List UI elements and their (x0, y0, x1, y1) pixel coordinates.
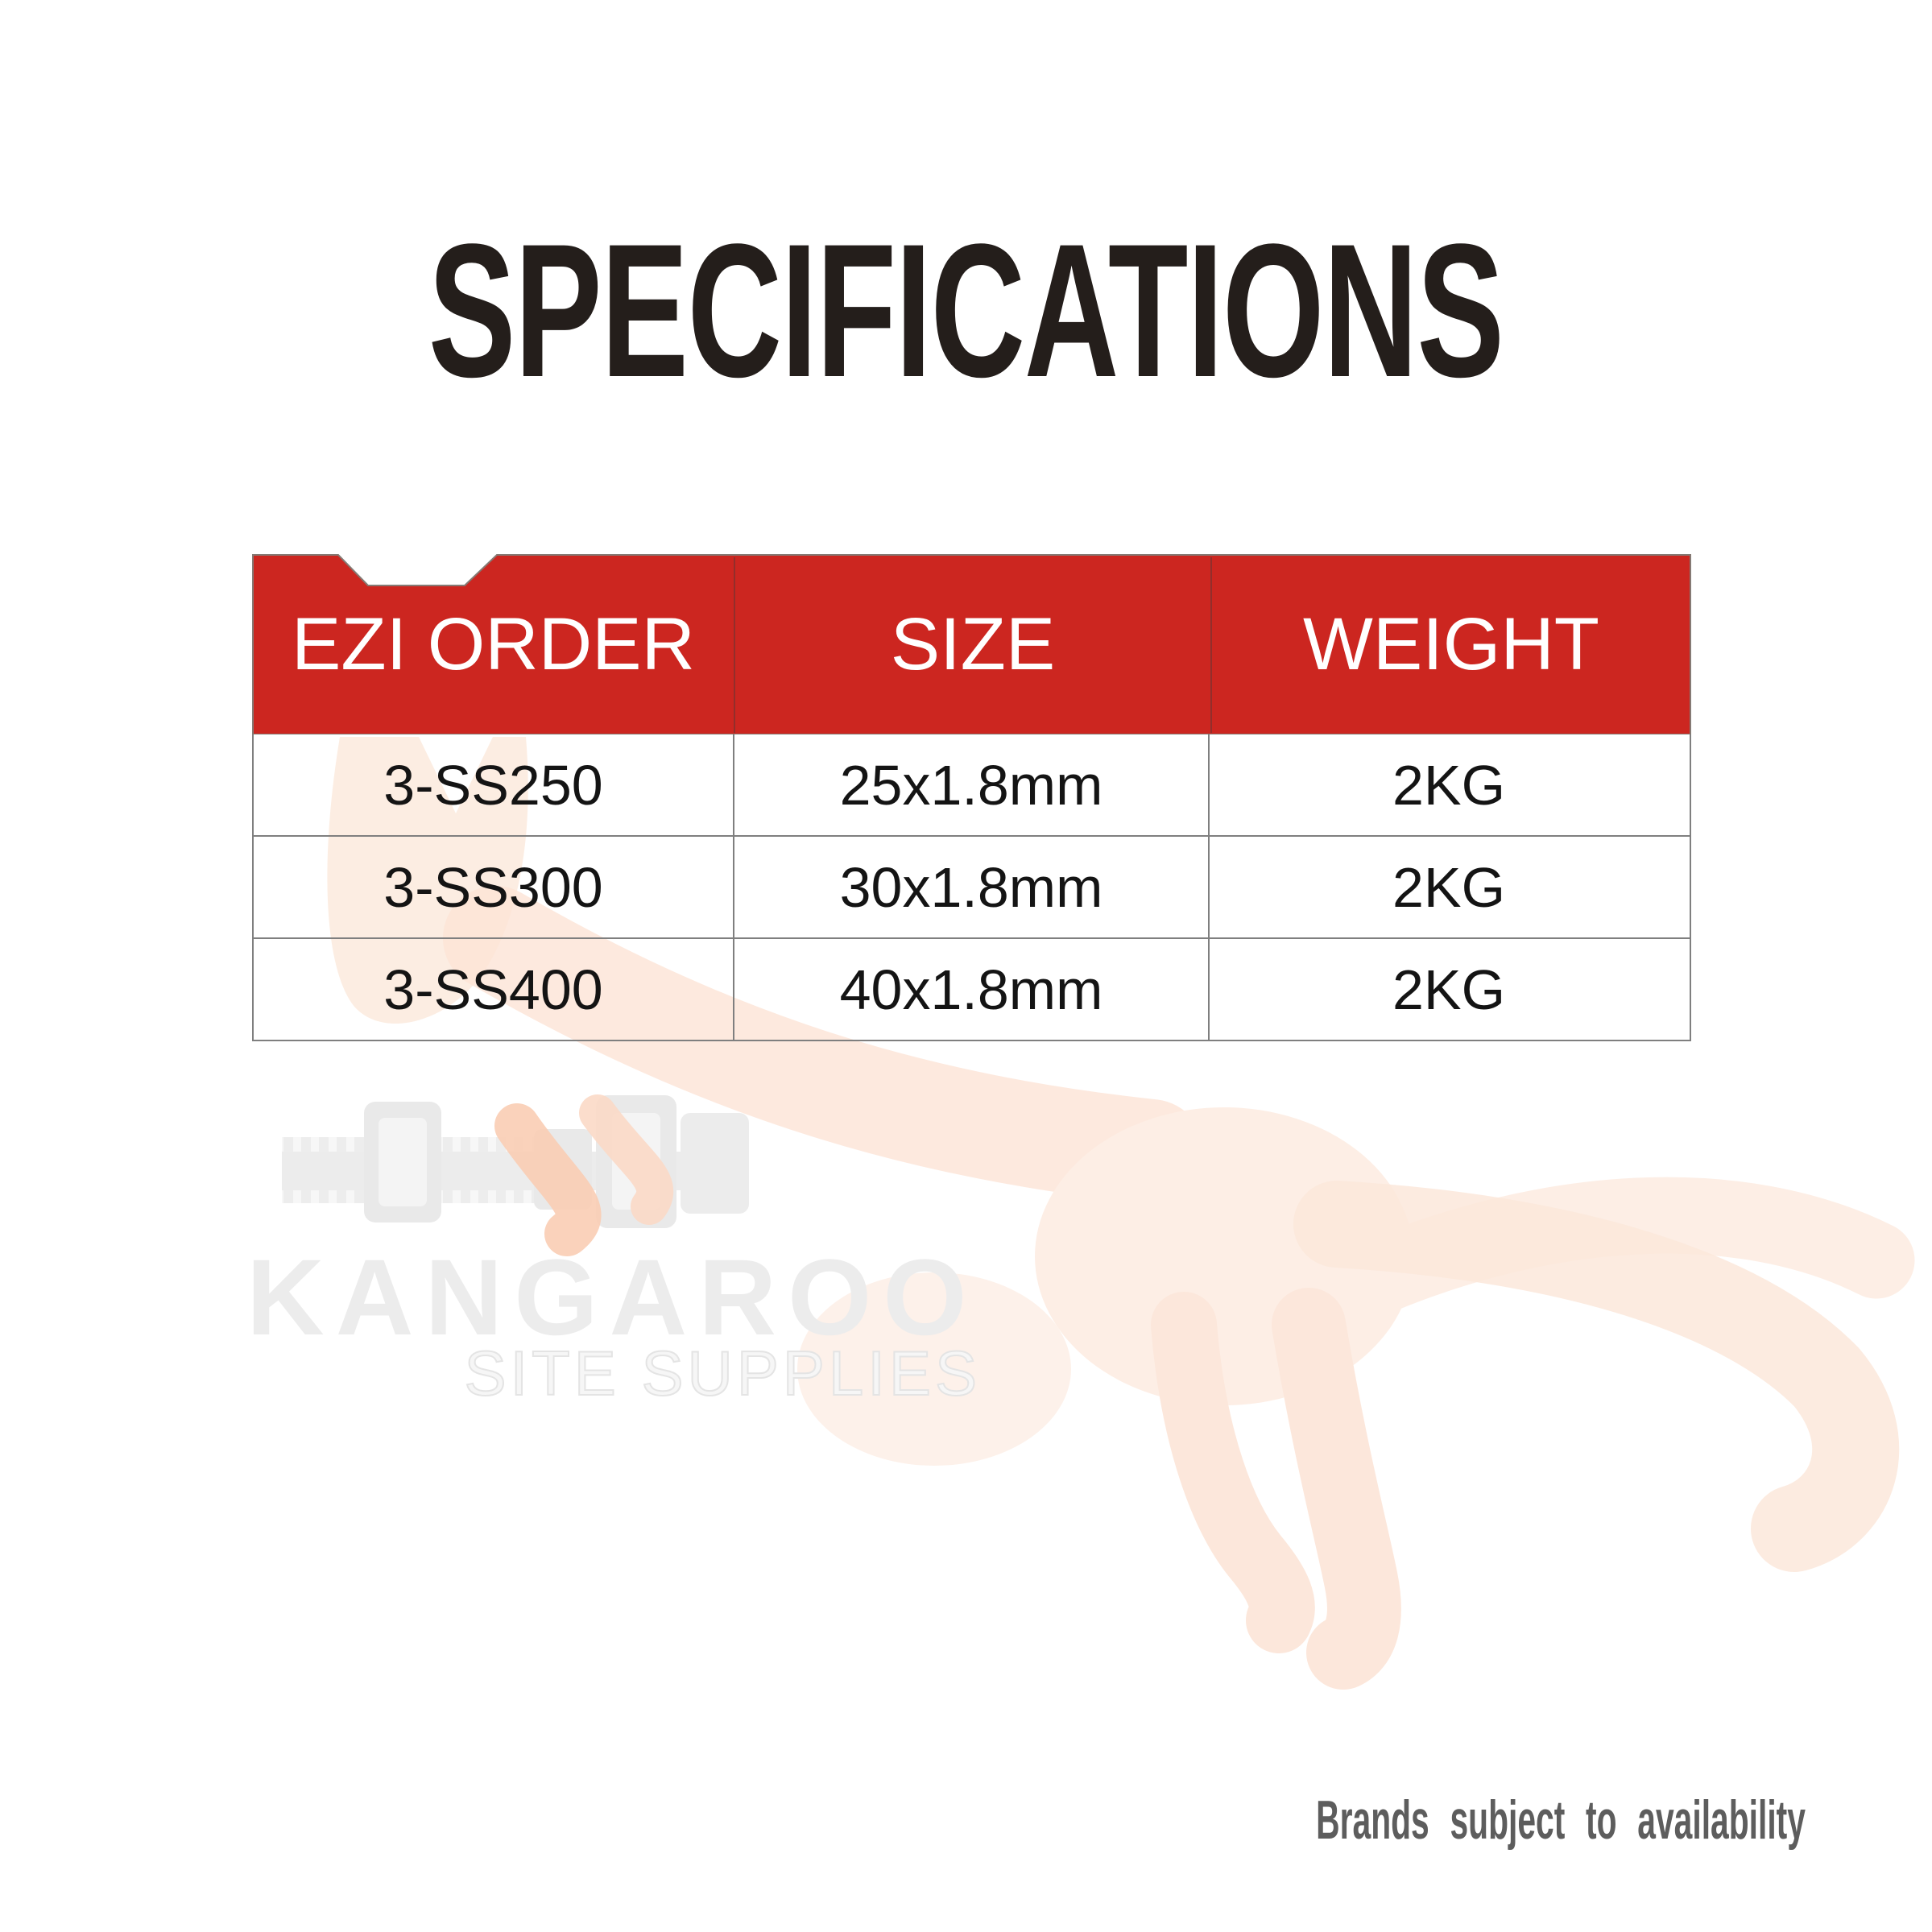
column-header-weight: WEIGHT (1303, 603, 1599, 685)
kangaroo-icon (327, 737, 1915, 1690)
watermark-brand-text: KANGAROO (246, 1238, 978, 1358)
cell-size: 40x1.8mm (734, 939, 1210, 1040)
column-header-size: SIZE (890, 603, 1056, 685)
watermark-tagline-text: SITE SUPPLIES (463, 1338, 981, 1409)
table-body: 3-SS250 25x1.8mm 2KG 3-SS300 30x1.8mm 2K… (252, 734, 1691, 1041)
footer-disclaimer-text: Brands subject to availability (1316, 1789, 1806, 1851)
column-header-ezi-order: EZI ORDER (292, 603, 695, 685)
table-header-row: EZI ORDER SIZE WEIGHT (252, 554, 1691, 734)
table-header-background (252, 554, 1691, 734)
cell-size: 25x1.8mm (734, 734, 1210, 835)
table-row: 3-SS250 25x1.8mm 2KG (254, 734, 1690, 835)
cell-weight: 2KG (1392, 855, 1506, 919)
table-row: 3-SS400 40x1.8mm 2KG (254, 937, 1690, 1040)
page-title-wrap: SPECIFICATIONS (0, 216, 1932, 406)
page-title: SPECIFICATIONS (428, 205, 1504, 417)
footer-disclaimer: Brands subject to availability (990, 1793, 1806, 1847)
spec-table: EZI ORDER SIZE WEIGHT 3-SS250 25x1.8mm 2… (252, 554, 1691, 1041)
cell-ezi-order: 3-SS300 (254, 837, 734, 937)
cell-weight: 2KG (1392, 958, 1506, 1021)
cell-weight: 2KG (1392, 753, 1506, 817)
cell-ezi-order: 3-SS400 (254, 939, 734, 1040)
cell-ezi-order: 3-SS250 (254, 734, 734, 835)
cell-size: 30x1.8mm (734, 837, 1210, 937)
table-row: 3-SS300 30x1.8mm 2KG (254, 835, 1690, 937)
